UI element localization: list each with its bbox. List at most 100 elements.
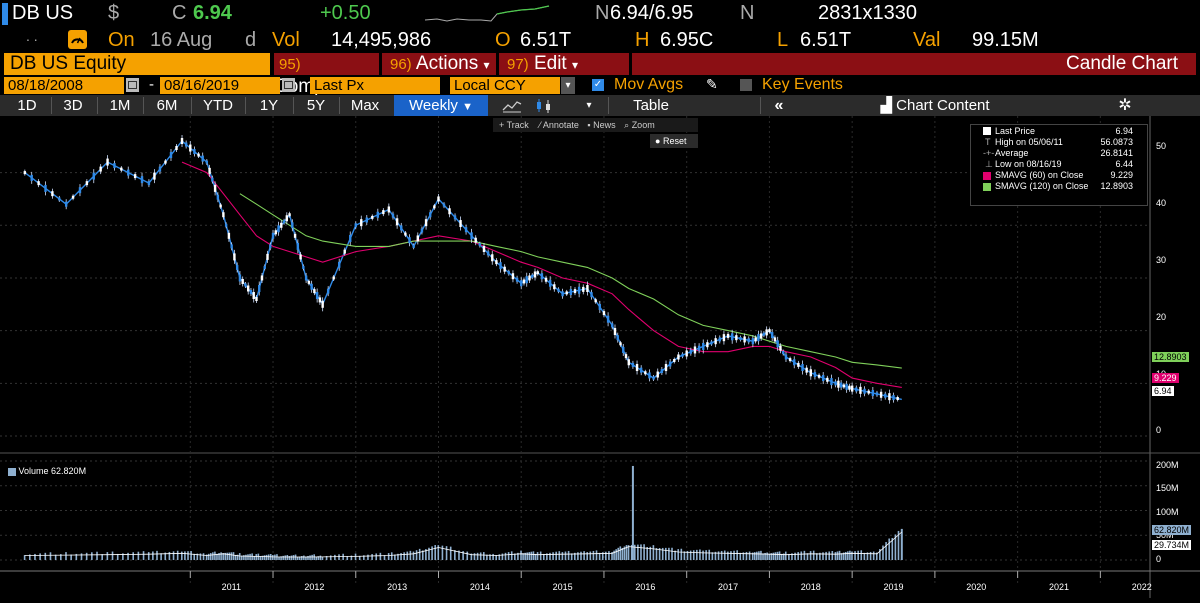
annotate-tool[interactable]: Annotate	[542, 120, 579, 130]
price-chart[interactable]	[0, 116, 1200, 598]
candle-body	[631, 362, 635, 367]
end-date-input[interactable]: 08/16/2019	[160, 77, 280, 94]
actions-menu[interactable]: 96) Actions ▾	[382, 53, 496, 75]
volume-bar	[857, 550, 859, 560]
edit-menu[interactable]: 97) Edit ▾	[499, 53, 629, 75]
volume-bar	[415, 550, 418, 560]
vol-tick-200m: 200M	[1156, 460, 1179, 470]
gear-icon[interactable]: ✲	[1118, 97, 1132, 114]
period-1y-button[interactable]: 1Y	[259, 97, 279, 114]
start-date-input[interactable]: 08/18/2008	[4, 77, 124, 94]
track-tool[interactable]: Track	[506, 120, 529, 130]
legend-sma60-label: SMAVG (60) on Close	[995, 170, 1084, 180]
currency-select[interactable]: Local CCY	[450, 77, 560, 94]
candle-body	[147, 181, 151, 186]
candle-body	[689, 349, 693, 354]
zoom-tool[interactable]: Zoom	[631, 120, 655, 130]
candle-body	[241, 278, 244, 284]
volume-bar	[470, 553, 473, 560]
candle-body	[211, 177, 214, 182]
candle-body	[448, 208, 451, 215]
period-3d-button[interactable]: 3D	[63, 97, 83, 114]
period-1d-button[interactable]: 1D	[17, 97, 37, 114]
candle-body	[310, 283, 313, 290]
candle-body	[296, 242, 300, 250]
period-1m-button[interactable]: 1M	[109, 97, 131, 114]
table-button[interactable]: Table	[633, 97, 669, 114]
security-field[interactable]: DB US Equity	[4, 53, 270, 75]
volume-bar	[834, 552, 837, 560]
candle-body	[561, 291, 564, 297]
candle-body	[573, 289, 577, 294]
chart-type-caret-icon[interactable]: ▾	[586, 100, 592, 111]
volume-bar	[249, 553, 251, 560]
candle-body	[531, 274, 534, 278]
end-calendar-icon[interactable]	[282, 78, 295, 92]
volume-bar	[705, 550, 707, 560]
frequency-select[interactable]: Weekly ▼	[394, 95, 488, 116]
legend-high-label: High on 05/06/11	[995, 137, 1063, 147]
candle-body	[809, 369, 812, 377]
chart-area[interactable]: + Track ⁄ Annotate ▪ News ⌕ Zoom ● Reset…	[0, 116, 1200, 598]
candle-body	[702, 342, 705, 350]
chart-content-button[interactable]: ▟ Chart Content	[850, 95, 1020, 116]
volume-bar	[627, 545, 630, 560]
x-tick-2019: 2019	[883, 582, 904, 592]
volume-bar	[152, 551, 154, 560]
field-select[interactable]: Last Px	[310, 77, 440, 94]
mov-avgs-checkbox[interactable]: ✓	[592, 79, 604, 91]
candle-body	[408, 237, 411, 244]
period-5y-button[interactable]: 5Y	[306, 97, 326, 114]
reset-button[interactable]: ● Reset	[650, 134, 698, 148]
volume-bar	[869, 551, 872, 560]
pencil-icon[interactable]: ✎	[706, 76, 718, 92]
candle-body	[64, 201, 68, 207]
candle-body	[867, 390, 870, 394]
volume-bar	[819, 552, 821, 560]
candle-body	[613, 328, 617, 336]
sma120-swatch	[983, 183, 991, 191]
candle-body	[85, 181, 89, 186]
y-tick-50: 50	[1156, 141, 1167, 151]
last-price: 6.94	[193, 2, 232, 24]
candle-body	[664, 364, 668, 372]
candle-body	[360, 219, 363, 227]
period-max-button[interactable]: Max	[350, 97, 380, 114]
candle-body	[768, 329, 771, 333]
period-ytd-button[interactable]: YTD	[203, 97, 233, 114]
volume-bar	[298, 556, 301, 560]
candle-body	[533, 271, 537, 278]
volume-bar	[751, 552, 754, 560]
candle-body	[520, 280, 523, 287]
candle-body	[365, 217, 368, 223]
key-events-checkbox[interactable]	[740, 79, 752, 91]
speedometer-icon[interactable]	[68, 30, 87, 49]
news-tool[interactable]: News	[593, 120, 616, 130]
compare-menu[interactable]: 95) Compare	[274, 53, 379, 97]
candle-body	[892, 395, 895, 401]
line-chart-icon[interactable]	[498, 95, 526, 116]
collapse-chevrons-icon[interactable]: «	[774, 97, 784, 114]
candle-body	[78, 187, 82, 194]
volume-bar	[338, 554, 340, 560]
volume-bar	[800, 551, 803, 560]
volume-bar	[303, 555, 305, 560]
currency-dropdown-icon[interactable]: ▾	[561, 77, 575, 94]
candle-body	[266, 253, 269, 260]
candle-body	[863, 388, 866, 394]
start-calendar-icon[interactable]	[126, 78, 139, 92]
volume-bar	[190, 551, 192, 560]
high-label: H	[635, 29, 650, 51]
period-6m-button[interactable]: 6M	[156, 97, 178, 114]
volume-bar	[462, 551, 464, 560]
volume-bar	[311, 554, 313, 560]
volume-bar	[702, 550, 704, 560]
volume-bar	[686, 550, 689, 560]
volume-bar	[278, 556, 280, 560]
candle-chart-icon[interactable]	[530, 95, 558, 116]
x-tick-2017: 2017	[718, 582, 739, 592]
volume-bar	[218, 553, 220, 560]
candle-body	[837, 380, 840, 388]
volume-bar	[831, 551, 834, 560]
candle-body	[779, 345, 782, 351]
